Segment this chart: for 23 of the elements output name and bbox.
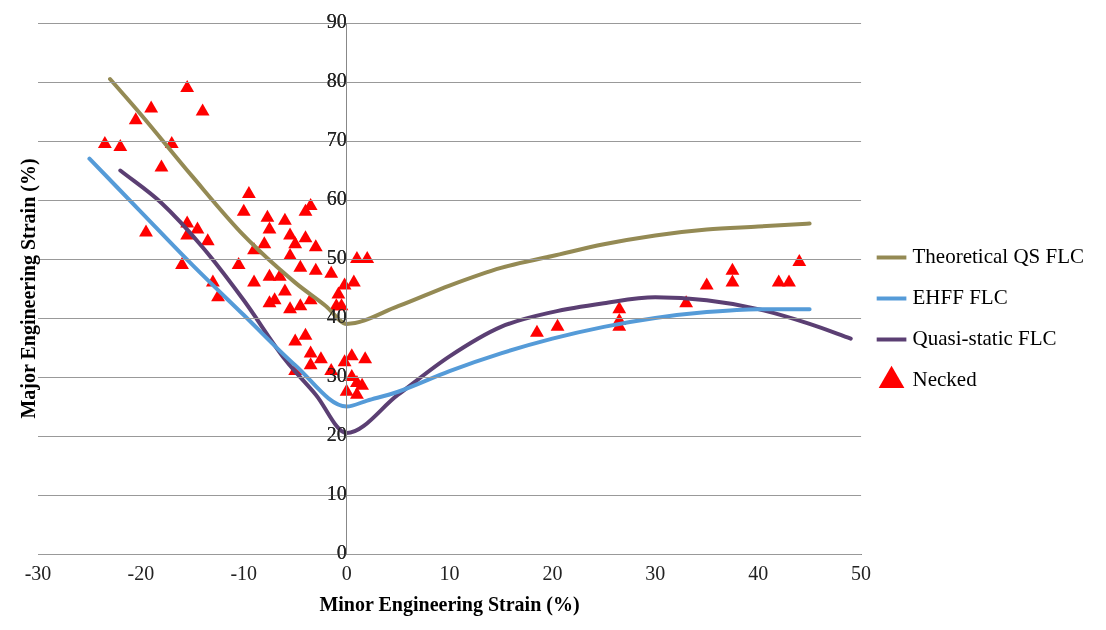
x-tick-label: 40	[748, 562, 769, 585]
y-axis-title: Major Engineering Strain (%)	[17, 158, 41, 419]
legend-label: Necked	[912, 367, 978, 392]
y-tick-label: 90	[326, 10, 347, 33]
x-tick-label: 10	[439, 562, 460, 585]
y-tick-label: 20	[326, 423, 347, 446]
line-series	[87, 156, 812, 409]
legend-label: Theoretical QS FLC	[912, 244, 1084, 269]
y-tick-label: 10	[326, 482, 347, 505]
y-tick-label: 60	[326, 187, 347, 210]
x-tick-label: 30	[645, 562, 666, 585]
y-tick-label: 70	[326, 128, 347, 151]
x-tick-label: 20	[542, 562, 563, 585]
y-tick-label: 50	[326, 246, 347, 269]
y-tick-label: 80	[326, 69, 347, 92]
x-tick-label: -10	[230, 562, 258, 585]
x-tick-label: 50	[851, 562, 872, 585]
x-axis-title: Minor Engineering Strain (%)	[319, 593, 580, 617]
x-tick-label: -30	[24, 562, 52, 585]
y-tick-label: 0	[336, 541, 347, 564]
x-tick-label: -20	[127, 562, 155, 585]
legend-label: Quasi-static FLC	[912, 326, 1057, 351]
legend-label: EHFF FLC	[912, 285, 1008, 310]
